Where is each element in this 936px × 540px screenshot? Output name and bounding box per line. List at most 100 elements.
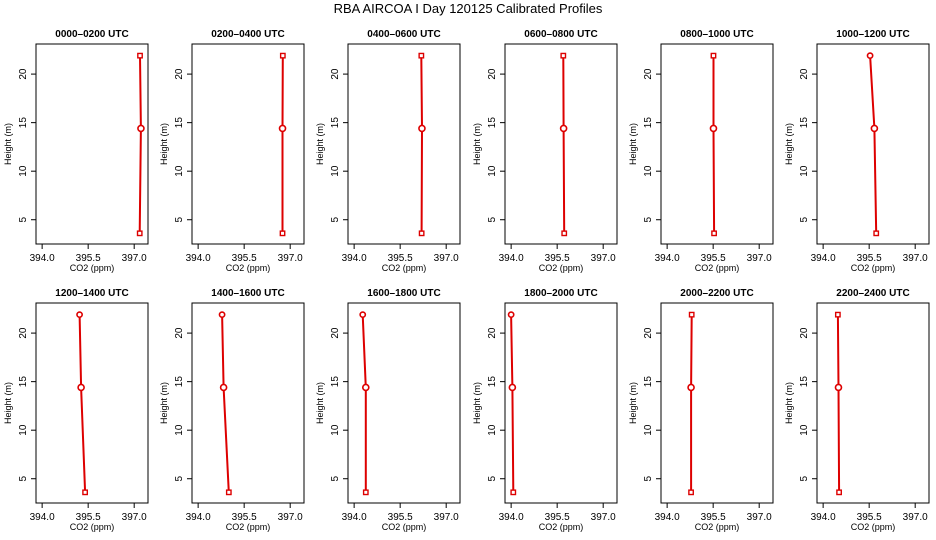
y-tick-label: 10 <box>643 424 654 436</box>
x-tick-label: 397.0 <box>747 253 772 264</box>
y-tick-label: 20 <box>330 327 341 339</box>
x-tick-label: 395.5 <box>232 253 257 264</box>
x-tick-label: 397.0 <box>747 512 772 523</box>
profile-line <box>78 314 87 493</box>
chart-panel-12: 2200–2400 UTC 394.0 395.5 397.0 5 10 15 20 CO2 (… <box>784 288 930 532</box>
x-tick-label: 394.0 <box>342 253 367 264</box>
y-tick-label: 20 <box>174 68 185 80</box>
x-tick-label: 397.0 <box>903 253 928 264</box>
x-tick-label: 394.0 <box>30 512 55 523</box>
x-tick-label: 395.5 <box>76 253 101 264</box>
y-axis-label: Height (m) <box>628 382 638 424</box>
x-tick-label: 394.0 <box>30 253 55 264</box>
x-tick-label: 397.0 <box>434 512 459 523</box>
y-tick-label: 15 <box>487 376 498 388</box>
plot-frame <box>816 43 930 245</box>
panel-title: 0800–1000 UTC <box>680 29 753 40</box>
x-tick-label: 395.5 <box>857 512 882 523</box>
y-tick-label: 5 <box>18 217 29 223</box>
profile-line <box>510 314 515 493</box>
page-title: RBA AIRCOA I Day 120125 Calibrated Profi… <box>333 1 603 16</box>
panel-title: 1400–1600 UTC <box>211 288 284 299</box>
y-tick-label: 20 <box>174 327 185 339</box>
y-tick-label: 10 <box>18 165 29 177</box>
chart-panel-3: 0400–0600 UTC 394.0 395.5 397.0 5 10 15 20 CO2 (… <box>315 29 461 273</box>
y-tick-label: 15 <box>799 117 810 129</box>
x-tick-label: 395.5 <box>76 512 101 523</box>
x-tick-label: 397.0 <box>903 512 928 523</box>
x-tick-label: 394.0 <box>186 253 211 264</box>
chart-panel-7: 1200–1400 UTC 394.0 395.5 397.0 5 10 15 20 CO2 (… <box>3 288 149 532</box>
profile-line <box>221 314 230 493</box>
data-point <box>218 311 226 319</box>
data-point <box>359 311 367 319</box>
panel-title: 1600–1800 UTC <box>367 288 440 299</box>
x-tick-label: 397.0 <box>591 253 616 264</box>
data-point <box>560 52 567 59</box>
y-axis-label: Height (m) <box>784 123 794 165</box>
y-axis-label: Height (m) <box>784 382 794 424</box>
data-point <box>76 311 83 319</box>
y-tick-label: 5 <box>643 476 654 482</box>
data-point <box>870 124 879 133</box>
y-tick-label: 15 <box>487 117 498 129</box>
data-point <box>225 489 232 496</box>
data-point <box>278 124 287 133</box>
x-axis-label: CO2 (ppm) <box>539 522 584 532</box>
profile-line <box>712 55 716 234</box>
x-tick-label: 395.5 <box>857 253 882 264</box>
panel-title: 2000–2200 UTC <box>680 288 753 299</box>
y-tick-label: 10 <box>487 424 498 436</box>
data-point <box>77 383 85 392</box>
profile-line <box>562 55 566 234</box>
data-point <box>873 230 880 237</box>
profile-line <box>836 314 841 493</box>
plot-frame <box>347 43 461 245</box>
data-point <box>219 383 228 392</box>
x-tick-label: 395.5 <box>701 253 726 264</box>
x-axis-label: CO2 (ppm) <box>226 522 271 532</box>
panel-title: 1000–1200 UTC <box>836 29 909 40</box>
data-point <box>137 52 143 59</box>
y-tick-label: 20 <box>643 327 654 339</box>
y-tick-label: 20 <box>643 68 654 80</box>
x-axis-label: CO2 (ppm) <box>382 522 427 532</box>
x-tick-label: 397.0 <box>434 253 459 264</box>
panel-title: 1200–1400 UTC <box>55 288 128 299</box>
x-tick-label: 394.0 <box>186 512 211 523</box>
data-point <box>709 124 718 133</box>
x-tick-label: 394.0 <box>499 253 524 264</box>
data-point <box>418 52 425 59</box>
chart-panel-2: 0200–0400 UTC 394.0 395.5 397.0 5 10 15 20 CO2 (… <box>159 29 305 273</box>
data-point <box>137 124 145 133</box>
y-tick-label: 10 <box>643 165 654 177</box>
y-tick-label: 10 <box>174 165 185 177</box>
data-point <box>279 230 286 237</box>
plot-frame <box>35 302 149 504</box>
x-axis-label: CO2 (ppm) <box>695 522 740 532</box>
chart-panel-4: 0600–0800 UTC 394.0 395.5 397.0 5 10 15 20 CO2 (… <box>472 29 618 273</box>
data-point <box>508 383 517 392</box>
x-tick-label: 395.5 <box>232 512 257 523</box>
chart-panel-6: 1000–1200 UTC 394.0 395.5 397.0 5 10 15 20 CO2 (… <box>784 29 930 273</box>
x-tick-label: 394.0 <box>655 512 680 523</box>
x-tick-label: 397.0 <box>278 512 303 523</box>
chart-panel-1: 0000–0200 UTC 394.0 395.5 397.0 5 10 15 20 CO2 (… <box>3 29 149 273</box>
x-tick-label: 395.5 <box>545 253 570 264</box>
data-point <box>710 52 717 59</box>
data-point <box>507 311 515 319</box>
data-point <box>866 52 874 60</box>
data-point <box>688 311 695 318</box>
y-tick-label: 10 <box>330 424 341 436</box>
data-point <box>687 383 695 392</box>
plot-frame <box>35 43 149 245</box>
panel-title: 0000–0200 UTC <box>55 29 128 40</box>
y-axis-label: Height (m) <box>159 123 169 165</box>
y-tick-label: 5 <box>18 476 29 482</box>
x-tick-label: 394.0 <box>655 253 680 264</box>
plot-frame <box>347 302 461 504</box>
y-tick-label: 15 <box>18 117 29 129</box>
x-tick-label: 397.0 <box>278 253 303 264</box>
panel-title: 2200–2400 UTC <box>836 288 909 299</box>
x-axis-label: CO2 (ppm) <box>851 522 896 532</box>
